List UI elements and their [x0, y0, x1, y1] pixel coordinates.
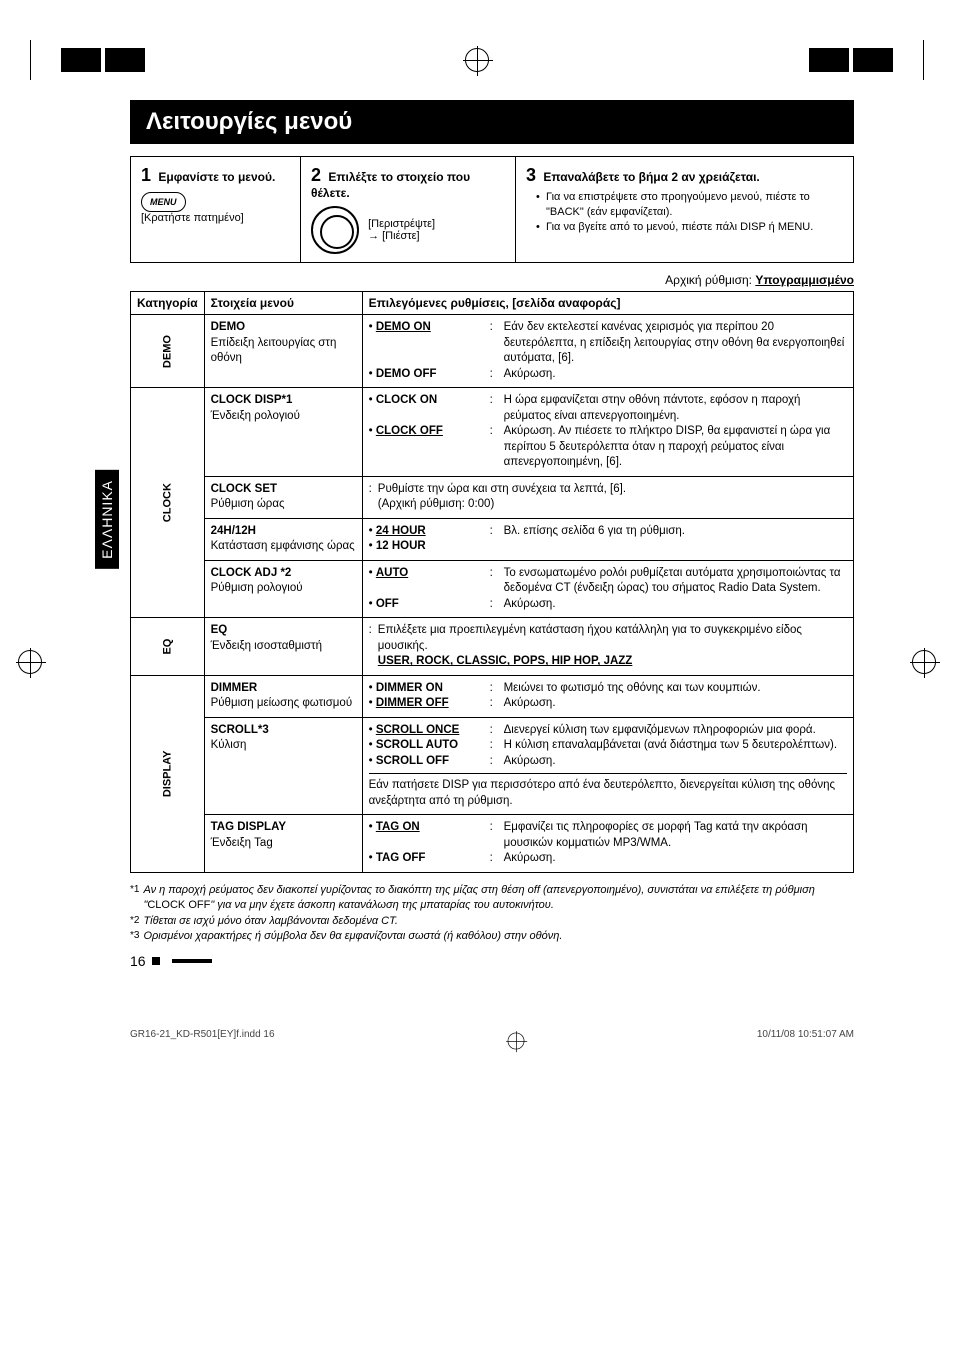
settings-cell: :Ρυθμίστε την ώρα και στη συνέχεια τα λε…: [362, 476, 853, 518]
category-cell: EQ: [131, 618, 205, 676]
step-3-title: Επαναλάβετε το βήμα 2 αν χρειάζεται.: [543, 170, 759, 184]
footer: GR16-21_KD-R501[EY]f.indd 16 10/11/08 10…: [0, 1029, 954, 1053]
step-2-note: [Περιστρέψτε] → [Πιέστε]: [368, 218, 435, 242]
registration-target-icon: [465, 48, 489, 72]
menu-item-cell: DIMMERΡύθμιση μείωσης φωτισμού: [204, 675, 362, 717]
settings-cell: 24 HOUR:Βλ. επίσης σελίδα 6 για τη ρύθμι…: [362, 518, 853, 560]
menu-item-cell: DEMOΕπίδειξη λειτουργίας στη οθόνη: [204, 315, 362, 388]
footnote: *3Ορισμένοι χαρακτήρες ή σύμβολα δεν θα …: [130, 929, 854, 944]
step-2-number: 2: [311, 165, 321, 185]
menu-item-cell: CLOCK SETΡύθμιση ώρας: [204, 476, 362, 518]
step-1-note: [Κρατήστε πατημένο]: [141, 212, 244, 224]
menu-button-graphic: MENU: [141, 192, 186, 212]
registration-target-icon: [507, 1032, 524, 1049]
menu-item-cell: TAG DISPLAYΈνδειξη Tag: [204, 815, 362, 873]
menu-item-cell: CLOCK DISP*1Ένδειξη ρολογιού: [204, 388, 362, 477]
dial-icon: [311, 206, 359, 254]
default-setting-note: Αρχική ρύθμιση: Υπογραμμισμένο: [130, 273, 854, 287]
footer-right: 10/11/08 10:51:07 AM: [757, 1029, 854, 1053]
col-items: Στοιχεία μενού: [204, 292, 362, 315]
step-3-number: 3: [526, 165, 536, 185]
settings-cell: DIMMER ON:Μειώνει το φωτισμό της οθόνης …: [362, 675, 853, 717]
menu-table: Κατηγορία Στοιχεία μενού Επιλεγόμενες ρυ…: [130, 291, 854, 873]
category-cell: DEMO: [131, 315, 205, 388]
footnote: *2Τίθεται σε ισχύ μόνο όταν λαμβάνονται …: [130, 914, 854, 929]
language-tab: ΕΛΛΗΝΙΚΑ: [95, 470, 119, 569]
settings-cell: DEMO ON:Εάν δεν εκτελεστεί κανένας χειρι…: [362, 315, 853, 388]
page-number: 16: [130, 953, 854, 969]
crop-marks-top: [0, 40, 954, 80]
footnotes: *1Αν η παροχή ρεύματος δεν διακοπεί γυρί…: [130, 883, 854, 945]
step-1: 1 Εμφανίστε το μενού. MENU [Κρατήστε πατ…: [131, 157, 301, 262]
menu-item-cell: SCROLL*3Κύλιση: [204, 717, 362, 815]
settings-cell: :Επιλέξετε μια προεπιλεγμένη κατάσταση ή…: [362, 618, 853, 676]
step-1-title: Εμφανίστε το μενού.: [158, 170, 275, 184]
page-heading: Λειτουργίες μενού: [130, 100, 854, 144]
menu-item-cell: EQΈνδειξη ισοσταθμιστή: [204, 618, 362, 676]
step-3-bullets: Για να επιστρέψετε στο προηγούμενο μενού…: [526, 190, 843, 235]
col-settings: Επιλεγόμενες ρυθμίσεις, [σελίδα αναφοράς…: [362, 292, 853, 315]
step-2: 2 Επιλέξτε το στοιχείο που θέλετε. [Περι…: [301, 157, 516, 262]
steps-box: 1 Εμφανίστε το μενού. MENU [Κρατήστε πατ…: [130, 156, 854, 263]
settings-cell: CLOCK ON:Η ώρα εμφανίζεται στην οθόνη πά…: [362, 388, 853, 477]
step-1-number: 1: [141, 165, 151, 185]
footnote: *1Αν η παροχή ρεύματος δεν διακοπεί γυρί…: [130, 883, 854, 914]
category-cell: CLOCK: [131, 388, 205, 618]
footer-left: GR16-21_KD-R501[EY]f.indd 16: [130, 1029, 275, 1053]
menu-item-cell: CLOCK ADJ *2Ρύθμιση ρολογιού: [204, 560, 362, 618]
step-2-title: Επιλέξτε το στοιχείο που θέλετε.: [311, 170, 470, 200]
step-3: 3 Επαναλάβετε το βήμα 2 αν χρειάζεται. Γ…: [516, 157, 853, 262]
settings-cell: SCROLL ONCE:Διενεργεί κύλιση των εμφανιζ…: [362, 717, 853, 815]
menu-item-cell: 24H/12HΚατάσταση εμφάνισης ώρας: [204, 518, 362, 560]
settings-cell: TAG ON:Εμφανίζει τις πληροφορίες σε μορφ…: [362, 815, 853, 873]
category-cell: DISPLAY: [131, 675, 205, 872]
col-category: Κατηγορία: [131, 292, 205, 315]
settings-cell: AUTO:Το ενσωματωμένο ρολόι ρυθμίζεται αυ…: [362, 560, 853, 618]
